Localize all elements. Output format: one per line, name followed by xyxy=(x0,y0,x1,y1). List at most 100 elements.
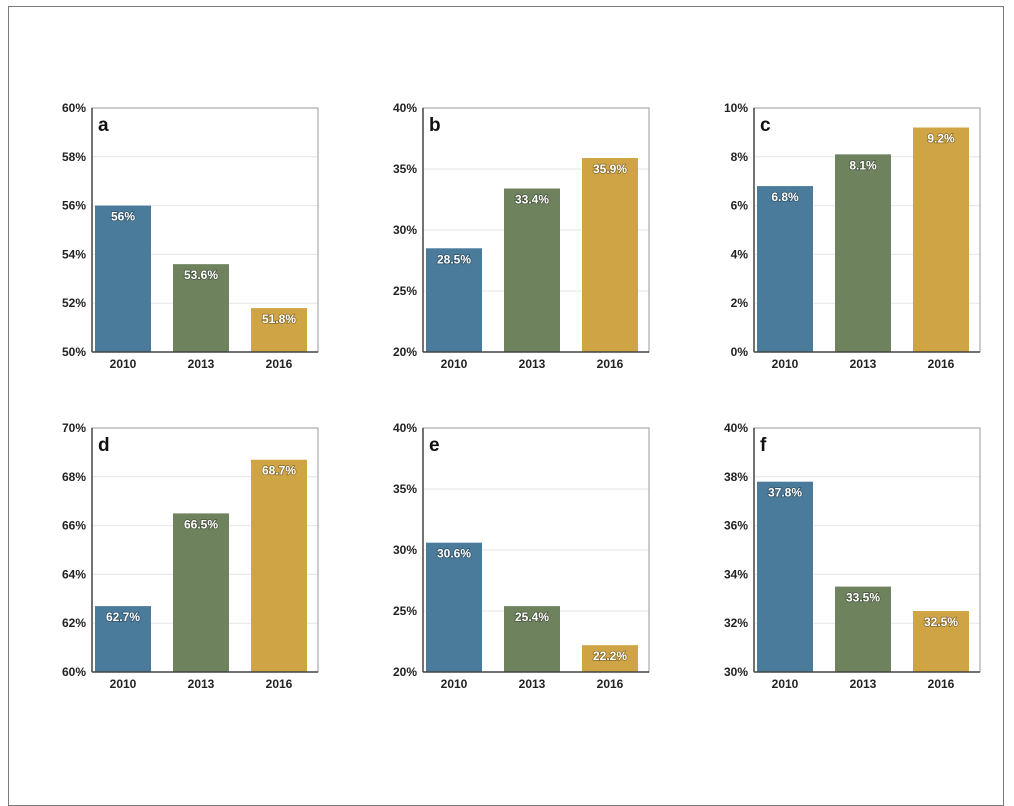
x-tick-label: 2016 xyxy=(266,677,293,691)
y-tick-label: 8% xyxy=(731,150,749,164)
bar-2016 xyxy=(913,127,969,353)
data-label: 51.8% xyxy=(262,312,296,326)
y-tick-label: 66% xyxy=(62,519,86,533)
data-label: 6.8% xyxy=(771,190,799,204)
bar-2010 xyxy=(757,481,813,672)
y-tick-label: 58% xyxy=(62,150,86,164)
data-label: 32.5% xyxy=(924,615,958,629)
data-label: 62.7% xyxy=(106,610,140,624)
data-label: 33.4% xyxy=(515,193,549,207)
panel-letter: b xyxy=(429,115,441,136)
panel-letter: f xyxy=(760,435,767,456)
y-tick-label: 60% xyxy=(62,101,86,115)
y-tick-label: 30% xyxy=(393,543,417,557)
y-tick-label: 20% xyxy=(393,345,417,359)
data-label: 66.5% xyxy=(184,517,218,531)
bar-2013 xyxy=(173,264,229,352)
y-tick-label: 30% xyxy=(724,665,748,679)
panel-letter: d xyxy=(98,435,110,456)
y-tick-label: 0% xyxy=(731,345,749,359)
y-tick-label: 32% xyxy=(724,616,748,630)
x-tick-label: 2010 xyxy=(110,677,137,691)
y-tick-label: 10% xyxy=(724,101,748,115)
bar-2016 xyxy=(582,645,638,672)
x-tick-label: 2013 xyxy=(519,677,546,691)
data-label: 68.7% xyxy=(262,464,296,478)
y-tick-label: 6% xyxy=(731,199,749,213)
y-tick-label: 54% xyxy=(62,247,86,261)
y-tick-label: 4% xyxy=(731,247,749,261)
x-tick-label: 2013 xyxy=(188,677,215,691)
y-tick-label: 25% xyxy=(393,604,417,618)
y-tick-label: 34% xyxy=(724,567,748,581)
chart-panel-b: 20% 25% 30% 35% 40% 28.5% 2010 33.4% 2013 35.9% 20… xyxy=(393,101,650,371)
y-tick-label: 25% xyxy=(393,284,417,298)
data-label: 30.6% xyxy=(437,547,471,561)
y-tick-label: 36% xyxy=(724,519,748,533)
bar-2010 xyxy=(757,186,813,352)
x-tick-label: 2016 xyxy=(597,677,624,691)
bar-2016 xyxy=(913,611,969,672)
bar-2013 xyxy=(504,188,560,352)
chart-panel-e: 20% 25% 30% 35% 40% 30.6% 2010 25.4% 2013 22.2% 20… xyxy=(393,421,650,691)
y-tick-label: 56% xyxy=(62,199,86,213)
data-label: 33.5% xyxy=(846,591,880,605)
chart-panel-f: 30% 32% 34% 36% 38% 40% 37.8% 2010 33.5% 2013 32.5… xyxy=(724,421,981,691)
y-tick-label: 64% xyxy=(62,567,86,581)
x-tick-label: 2010 xyxy=(441,357,468,371)
x-tick-label: 2010 xyxy=(772,677,799,691)
y-tick-label: 52% xyxy=(62,296,86,310)
y-tick-label: 60% xyxy=(62,665,86,679)
bar-2013 xyxy=(835,586,891,672)
x-tick-label: 2010 xyxy=(441,677,468,691)
y-tick-label: 38% xyxy=(724,470,748,484)
chart-panel-c: 0% 2% 4% 6% 8% 10% 6.8% 2010 8.1% 2013 9.2% 2016 c xyxy=(724,101,981,371)
data-label: 28.5% xyxy=(437,252,471,266)
bar-2010 xyxy=(426,248,482,352)
y-tick-label: 68% xyxy=(62,470,86,484)
x-tick-label: 2016 xyxy=(597,357,624,371)
y-tick-label: 30% xyxy=(393,223,417,237)
x-tick-label: 2016 xyxy=(928,357,955,371)
bar-2016 xyxy=(582,158,638,352)
y-tick-label: 2% xyxy=(731,296,749,310)
data-label: 8.1% xyxy=(849,158,877,172)
y-tick-label: 40% xyxy=(393,421,417,435)
y-tick-label: 35% xyxy=(393,482,417,496)
data-label: 35.9% xyxy=(593,162,627,176)
data-label: 53.6% xyxy=(184,268,218,282)
bar-2013 xyxy=(835,154,891,352)
data-label: 9.2% xyxy=(927,132,955,146)
data-label: 22.2% xyxy=(593,649,627,663)
bar-2010 xyxy=(95,205,151,352)
y-tick-label: 35% xyxy=(393,162,417,176)
data-label: 56% xyxy=(111,210,135,224)
data-label: 37.8% xyxy=(768,486,802,500)
x-tick-label: 2010 xyxy=(772,357,799,371)
bar-2016 xyxy=(251,459,307,672)
bar-2013 xyxy=(504,606,560,672)
y-tick-label: 62% xyxy=(62,616,86,630)
x-tick-label: 2010 xyxy=(110,357,137,371)
y-tick-label: 70% xyxy=(62,421,86,435)
bar-2016 xyxy=(251,308,307,352)
chart-panel-d: 60% 62% 64% 66% 68% 70% 62.7% 2010 66.5% 2013 68.7… xyxy=(62,421,319,691)
bar-2010 xyxy=(95,606,151,672)
y-tick-label: 50% xyxy=(62,345,86,359)
y-tick-label: 40% xyxy=(724,421,748,435)
panel-letter: e xyxy=(429,435,440,456)
bar-2010 xyxy=(426,542,482,672)
x-tick-label: 2013 xyxy=(850,677,877,691)
y-tick-label: 40% xyxy=(393,101,417,115)
x-tick-label: 2013 xyxy=(850,357,877,371)
chart-panel-a: 50% 52% 54% 56% 58% 60% 56% 2010 53.6% 2013 51.8% 2… xyxy=(62,101,319,371)
y-tick-label: 20% xyxy=(393,665,417,679)
x-tick-label: 2013 xyxy=(519,357,546,371)
x-tick-label: 2016 xyxy=(266,357,293,371)
x-tick-label: 2016 xyxy=(928,677,955,691)
data-label: 25.4% xyxy=(515,610,549,624)
bar-2013 xyxy=(173,513,229,672)
x-tick-label: 2013 xyxy=(188,357,215,371)
chart-grid: 50% 52% 54% 56% 58% 60% 56% 2010 53.6% 2013 51.8% 2… xyxy=(62,101,981,691)
panel-letter: a xyxy=(98,115,109,136)
